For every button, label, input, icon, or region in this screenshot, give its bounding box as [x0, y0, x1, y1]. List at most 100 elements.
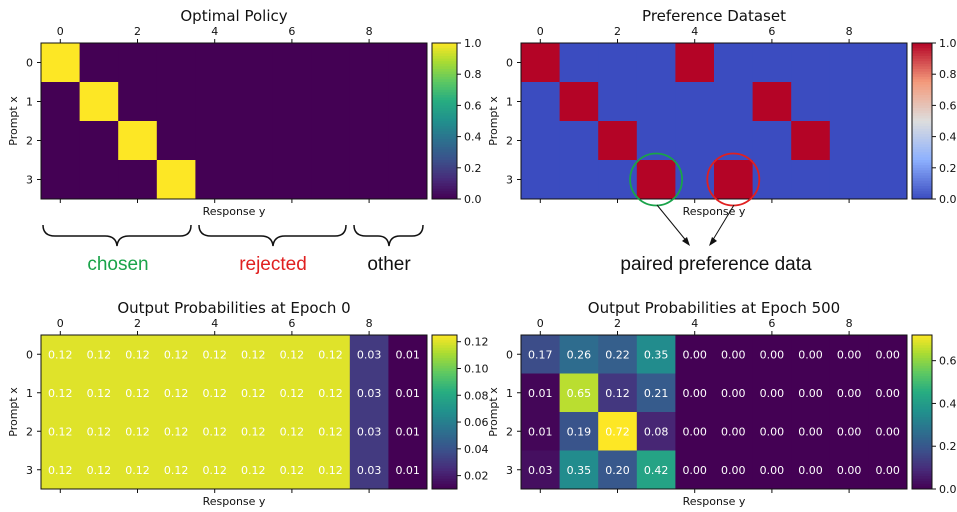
heatmap-cell: [349, 160, 389, 200]
cell-value-label: 0.00: [682, 387, 707, 400]
colorbar-segment: [912, 391, 932, 395]
heatmap-cell: [234, 121, 273, 161]
heatmap-cell: [195, 373, 235, 413]
heatmap-cell: [714, 43, 753, 83]
colorbar-segment: [432, 412, 457, 415]
colorbar-segment: [912, 386, 932, 390]
cell-value-label: 0.00: [682, 348, 707, 361]
heatmap-cell: [272, 412, 312, 451]
y-tick-label: 3: [26, 174, 33, 187]
x-axis-label: Response y: [203, 495, 266, 508]
chosen-brace: [42, 224, 192, 247]
cell-value-label: 0.22: [605, 348, 630, 361]
heatmap-cell: [388, 160, 428, 200]
cell-value-label: 0.00: [798, 387, 823, 400]
heatmap-panels: Optimal Policy 0 2 4 6 8 0 1 2 3 Response y Prompt …: [7, 7, 957, 508]
colorbar-segment: [432, 108, 457, 111]
cell-value-label: 0.12: [87, 425, 112, 438]
heatmap-cell: [791, 160, 831, 200]
colorbar-segment: [432, 82, 457, 85]
colorbar-segment: [432, 175, 457, 179]
heatmap-cell: [156, 373, 196, 413]
heatmap-cell: [195, 335, 235, 374]
cell-value-label: 0.12: [241, 464, 266, 477]
colorbar-segment: [912, 173, 932, 176]
heatmap-cell: [41, 82, 80, 122]
heatmap-cell: [791, 412, 831, 451]
cell-value-label: 0.12: [241, 425, 266, 438]
heatmap-cell: [388, 412, 428, 451]
cell-value-label: 0.00: [721, 387, 746, 400]
heatmap-panel-3: Output Probabilities at Epoch 00.12 0.12 0…: [7, 299, 489, 508]
heatmap-cell: [349, 82, 389, 122]
heatmap-cell: [598, 82, 638, 122]
heatmap-cell: [675, 335, 715, 374]
colorbar-segment: [912, 69, 932, 72]
heatmap-cell: [195, 160, 235, 200]
heatmap-cell: [752, 43, 792, 83]
colorbar-segment: [432, 486, 457, 490]
colorbar-segment: [432, 196, 457, 200]
cell-value-label: 0.12: [164, 425, 189, 438]
heatmap-cell: [521, 412, 560, 451]
x-tick-label: 2: [614, 317, 621, 330]
colorbar-tick-label: 0.0: [939, 483, 957, 496]
heatmap-cell: [79, 82, 119, 122]
colorbar-segment: [912, 170, 932, 174]
heatmap-cell: [521, 335, 560, 374]
colorbar-segment: [432, 471, 457, 474]
heatmap-cell: [598, 43, 638, 83]
colorbar-segment: [912, 152, 932, 156]
y-tick-label: 2: [26, 135, 33, 148]
colorbar-tick-label: 0.2: [939, 162, 957, 175]
heatmap-cell: [195, 82, 235, 122]
colorbar-segment: [432, 383, 457, 387]
cell-value-label: 0.12: [280, 348, 305, 361]
colorbar-segment: [912, 360, 932, 364]
cell-value-label: 0.01: [395, 348, 420, 361]
colorbar-segment: [432, 424, 457, 428]
colorbar-segment: [912, 180, 932, 184]
x-tick-label: 4: [691, 25, 698, 38]
colorbar-segment: [432, 450, 457, 454]
colorbar-segment: [912, 76, 932, 80]
colorbar-segment: [432, 162, 457, 166]
plot-frame: [520, 42, 908, 200]
heatmap-cell: [675, 82, 715, 122]
colorbar-segment: [912, 473, 932, 477]
cell-value-label: 0.00: [875, 464, 900, 477]
heatmap-cell: [234, 373, 273, 413]
cell-value-label: 0.12: [125, 348, 150, 361]
heatmap-cell: [559, 82, 599, 122]
cell-value-label: 0.12: [318, 387, 343, 400]
colorbar-segment: [912, 61, 932, 65]
colorbar-segment: [912, 82, 932, 85]
heatmap-cell: [598, 450, 638, 490]
colorbar-segment: [912, 378, 932, 382]
colorbar-segment: [432, 473, 457, 477]
cell-value-label: 0.01: [528, 425, 553, 438]
cell-value-label: 0.12: [48, 464, 73, 477]
colorbar-segment: [912, 89, 932, 93]
colorbar-segment: [912, 45, 932, 49]
colorbar-segment: [432, 337, 457, 341]
cell-value-label: 0.00: [721, 464, 746, 477]
colorbar-segment: [912, 50, 932, 54]
heatmap-cell: [388, 121, 428, 161]
colorbar-segment: [912, 97, 932, 101]
colorbar-segment: [912, 63, 932, 67]
colorbar-segment: [432, 56, 457, 59]
colorbar-segment: [912, 363, 932, 367]
colorbar-segment: [432, 342, 457, 346]
heatmap-cell: [752, 82, 792, 122]
colorbar-segment: [912, 399, 932, 403]
colorbar-segment: [432, 76, 457, 80]
cell-value-label: 0.12: [202, 425, 227, 438]
colorbar-segment: [912, 463, 932, 467]
colorbar-segment: [912, 455, 932, 459]
colorbar-segment: [432, 399, 457, 403]
cell-value-label: 0.12: [48, 348, 73, 361]
heatmap-cell: [791, 121, 831, 161]
colorbar-tick-label: 0.4: [464, 131, 482, 144]
heatmap-cell: [559, 450, 599, 490]
